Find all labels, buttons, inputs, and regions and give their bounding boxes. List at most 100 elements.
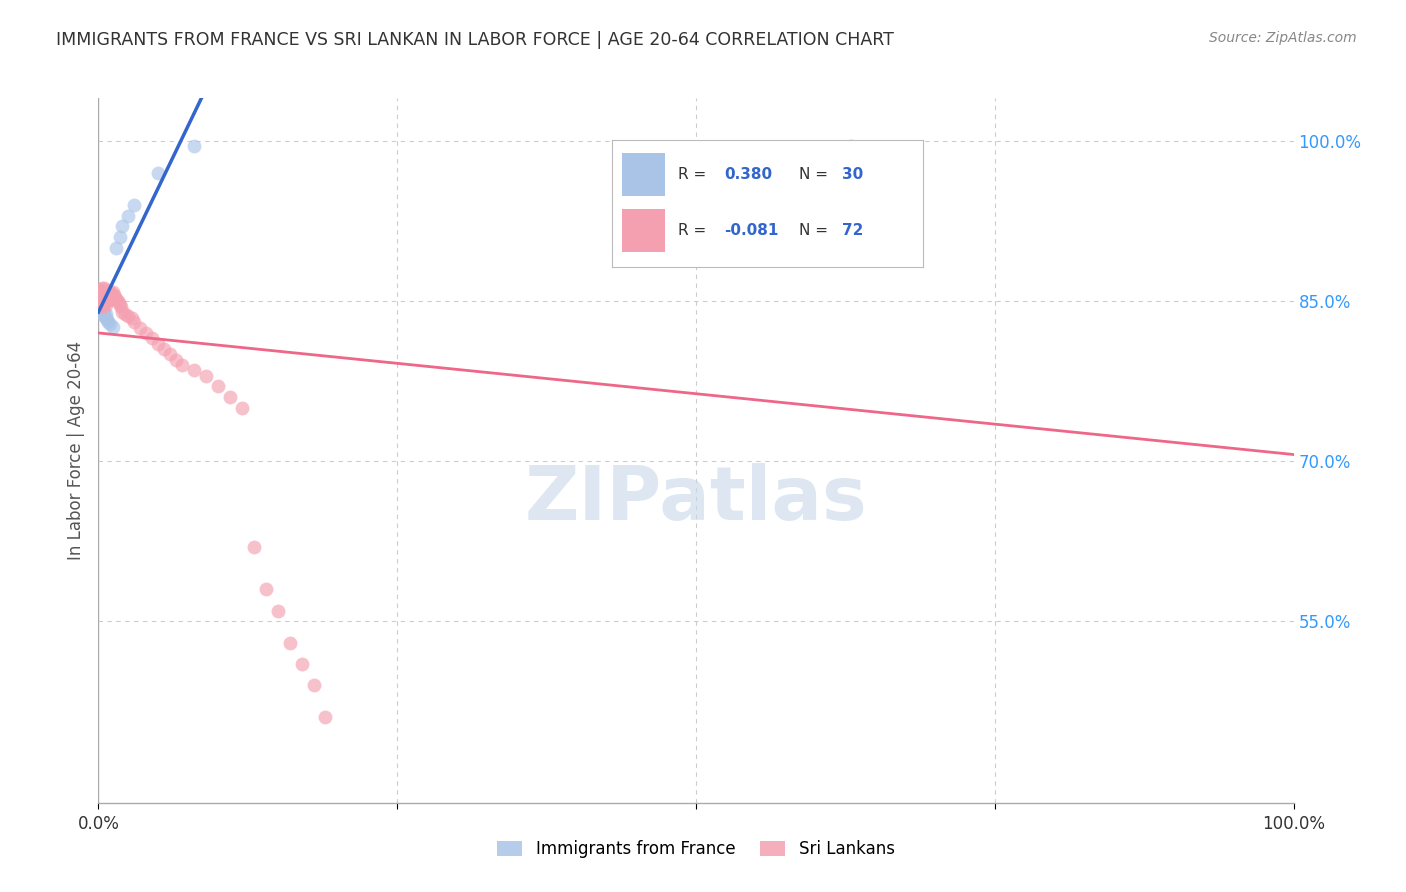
Point — [108, 230, 131, 244]
Point — [93, 281, 115, 295]
Point — [94, 293, 117, 308]
Point — [90, 293, 112, 308]
Point — [91, 296, 114, 310]
Point — [111, 304, 134, 318]
Point — [96, 283, 118, 297]
Point — [278, 635, 301, 649]
Point — [90, 298, 112, 312]
Point — [110, 301, 132, 315]
Point — [100, 285, 122, 300]
Point — [91, 304, 114, 318]
Point — [98, 287, 121, 301]
Point — [841, 139, 863, 153]
Point — [117, 209, 139, 223]
Point — [91, 296, 114, 310]
Point — [254, 582, 277, 597]
Point — [111, 219, 134, 234]
Point — [97, 290, 120, 304]
Point — [104, 290, 127, 304]
Point — [302, 678, 325, 692]
Point — [103, 287, 125, 301]
Point — [94, 285, 117, 300]
Point — [865, 141, 887, 155]
Point — [90, 285, 112, 300]
Point — [89, 292, 111, 306]
Point — [101, 290, 124, 304]
Legend: Immigrants from France, Sri Lankans: Immigrants from France, Sri Lankans — [491, 834, 901, 865]
Point — [124, 198, 146, 212]
Point — [90, 290, 112, 304]
Point — [183, 139, 205, 153]
Point — [135, 326, 157, 340]
Point — [124, 315, 146, 329]
Point — [94, 298, 117, 312]
Point — [107, 296, 129, 310]
Point — [108, 298, 131, 312]
Point — [97, 285, 120, 300]
Point — [91, 281, 114, 295]
Point — [219, 390, 242, 404]
Point — [101, 285, 124, 300]
Point — [91, 287, 114, 301]
Point — [91, 298, 114, 312]
Point — [183, 363, 205, 377]
Point — [101, 319, 124, 334]
Point — [107, 293, 129, 308]
Point — [315, 710, 337, 724]
Point — [93, 309, 115, 323]
Point — [100, 292, 122, 306]
Point — [172, 358, 194, 372]
Point — [153, 342, 176, 356]
Point — [93, 293, 115, 308]
Point — [89, 287, 111, 301]
Point — [267, 604, 290, 618]
Point — [148, 166, 170, 180]
Point — [243, 540, 266, 554]
Text: IMMIGRANTS FROM FRANCE VS SRI LANKAN IN LABOR FORCE | AGE 20-64 CORRELATION CHAR: IMMIGRANTS FROM FRANCE VS SRI LANKAN IN … — [56, 31, 894, 49]
Point — [93, 304, 115, 318]
Point — [93, 290, 115, 304]
Point — [100, 290, 122, 304]
Point — [91, 302, 114, 317]
Point — [91, 285, 114, 300]
Point — [98, 292, 121, 306]
Point — [117, 309, 139, 323]
Point — [114, 307, 136, 321]
Point — [195, 368, 218, 383]
Point — [90, 298, 112, 312]
Point — [231, 401, 253, 415]
Point — [94, 290, 117, 304]
Point — [94, 307, 117, 321]
Point — [90, 302, 112, 317]
Point — [89, 299, 111, 313]
Point — [97, 315, 120, 329]
Point — [91, 301, 114, 315]
Point — [90, 290, 112, 304]
Point — [91, 307, 114, 321]
Point — [89, 288, 111, 302]
Point — [148, 336, 170, 351]
Point — [89, 283, 111, 297]
Point — [96, 292, 118, 306]
Point — [96, 313, 118, 327]
Text: Source: ZipAtlas.com: Source: ZipAtlas.com — [1209, 31, 1357, 45]
Point — [90, 293, 112, 308]
Point — [90, 285, 112, 300]
Point — [105, 241, 128, 255]
Point — [141, 331, 163, 345]
Point — [100, 287, 122, 301]
Point — [91, 301, 114, 315]
Point — [105, 292, 128, 306]
Point — [89, 296, 111, 310]
Point — [207, 379, 229, 393]
Point — [121, 311, 143, 326]
Text: ZIPatlas: ZIPatlas — [524, 463, 868, 536]
Point — [89, 293, 111, 308]
Y-axis label: In Labor Force | Age 20-64: In Labor Force | Age 20-64 — [66, 341, 84, 560]
Point — [94, 311, 117, 326]
Point — [96, 287, 118, 301]
Point — [91, 292, 114, 306]
Point — [291, 657, 314, 671]
Point — [89, 283, 111, 297]
Point — [159, 347, 181, 361]
